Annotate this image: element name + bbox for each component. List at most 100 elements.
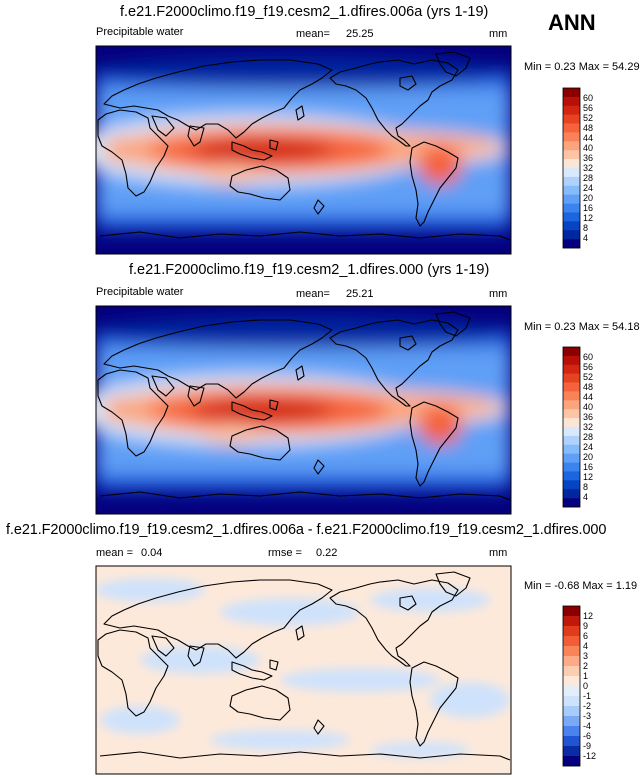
colorbar1-box [563, 185, 580, 195]
colorbar3-box [563, 756, 580, 767]
colorbar1-box [563, 194, 580, 204]
colorbar2-frame [562, 346, 581, 508]
colorbar2-tick-label: 12 [583, 472, 593, 482]
panel3-frame [95, 565, 512, 775]
panel1-units: mm [489, 28, 508, 40]
colorbars: 6056524844403632282420161284605652484440… [562, 87, 596, 767]
colorbar3-box [563, 746, 580, 757]
colorbar1-tick-label: 4 [583, 233, 588, 243]
colorbar1-tick-label: 20 [583, 193, 593, 203]
colorbar1-tick-label: 40 [583, 143, 593, 153]
colorbar2-tick-label: 44 [583, 392, 593, 402]
colorbar3-tick-label: 2 [583, 661, 588, 671]
panel3-rmse-label: rmse = [268, 547, 302, 559]
panel2-variable: Precipitable water [96, 286, 184, 298]
colorbar1-box [563, 239, 580, 249]
colorbar3-frame [562, 605, 581, 767]
colorbar1-box [563, 230, 580, 240]
panel2-units: mm [489, 288, 508, 300]
panel2-title: f.e21.F2000climo.f19_f19.cesm2_1.dfires.… [129, 262, 490, 278]
panel2-mean-value: 25.21 [346, 288, 374, 300]
colorbar1-tick-label: 52 [583, 113, 593, 123]
colorbar3-box [563, 686, 580, 697]
colorbar3-box [563, 676, 580, 687]
colorbar3-box [563, 606, 580, 617]
season-label: ANN [548, 10, 596, 35]
colorbar3-tick-label: 12 [583, 611, 593, 621]
panel3-map [96, 566, 511, 774]
colorbar3-tick-label: 1 [583, 671, 588, 681]
panel1-minmax: Min = 0.23 Max = 54.29 [524, 61, 640, 73]
colorbar2-box [563, 382, 580, 392]
colorbar1-box [563, 96, 580, 107]
colorbar3-tick-label: 6 [583, 631, 588, 641]
colorbar1-frame [562, 87, 581, 249]
panel1-title: f.e21.F2000climo.f19_f19.cesm2_1.dfires.… [120, 4, 489, 20]
colorbar2-tick-label: 36 [583, 412, 593, 422]
colorbar1-tick-label: 32 [583, 163, 593, 173]
colorbar3-box [563, 706, 580, 717]
colorbar3-box [563, 656, 580, 667]
colorbar2-tick-label: 16 [583, 462, 593, 472]
colorbar1-tick-label: 24 [583, 183, 593, 193]
colorbar1-tick-label: 16 [583, 203, 593, 213]
colorbar2-box [563, 409, 580, 419]
colorbar1-box [563, 141, 580, 151]
colorbar3-tick-label: -9 [583, 741, 591, 751]
colorbar2-tick-label: 28 [583, 432, 593, 442]
panel3-minmax: Min = -0.68 Max = 1.19 [524, 580, 638, 592]
colorbar3-box [563, 616, 580, 627]
colorbar3-tick-label: 4 [583, 641, 588, 651]
colorbar2-tick-label: 32 [583, 422, 593, 432]
panel2-map [96, 306, 511, 514]
panel1-mean-value: 25.25 [346, 28, 374, 40]
colorbar3-box [563, 716, 580, 727]
colorbar3-tick-label: -12 [583, 751, 596, 761]
colorbar1-tick-label: 48 [583, 123, 593, 133]
colorbar3-tick-label: 0 [583, 681, 588, 691]
colorbar1-box [563, 203, 580, 213]
colorbar1-box [563, 88, 580, 98]
colorbar1-box [563, 150, 580, 160]
panel1-variable: Precipitable water [96, 26, 184, 38]
panel1-frame [95, 45, 512, 255]
colorbar1-box [563, 212, 580, 222]
colorbar3-box [563, 666, 580, 677]
panel3-mean-value: 0.04 [141, 547, 163, 559]
panel1-mean-label: mean= [296, 28, 330, 40]
colorbar2-box [563, 364, 580, 374]
colorbar3-box [563, 726, 580, 737]
colorbar2-box [563, 400, 580, 410]
colorbar1-tick-label: 8 [583, 223, 588, 233]
colorbar1-box [563, 168, 580, 178]
colorbar3-box [563, 696, 580, 707]
colorbar3-box [563, 626, 580, 637]
panel3-mean-label: mean = [96, 547, 133, 559]
colorbar2-tick-label: 40 [583, 402, 593, 412]
colorbar2-tick-label: 56 [583, 362, 593, 372]
colorbar3-box [563, 636, 580, 647]
colorbar2-tick-label: 60 [583, 352, 593, 362]
colorbar3-tick-label: -6 [583, 731, 591, 741]
colorbar2-box [563, 462, 580, 472]
colorbar1-box [563, 176, 580, 187]
colorbar3-tick-label: 3 [583, 651, 588, 661]
colorbar2-tick-label: 4 [583, 492, 588, 502]
colorbar2-box [563, 453, 580, 463]
colorbar3-tick-label: -3 [583, 711, 591, 721]
colorbar1-tick-label: 28 [583, 173, 593, 183]
panel1-map [96, 46, 511, 254]
colorbar1-tick-label: 36 [583, 153, 593, 163]
colorbar2-box [563, 480, 580, 490]
colorbar2-box [563, 391, 580, 401]
colorbar2-tick-label: 20 [583, 452, 593, 462]
colorbar1-box [563, 159, 580, 169]
panel3-rmse-value: 0.22 [316, 547, 338, 559]
colorbar3-tick-label: -1 [583, 691, 591, 701]
colorbar2-box [563, 373, 580, 383]
colorbar2-box [563, 427, 580, 437]
colorbar1-box [563, 123, 580, 133]
colorbar2-tick-label: 48 [583, 382, 593, 392]
colorbar3-tick-label: -4 [583, 721, 591, 731]
